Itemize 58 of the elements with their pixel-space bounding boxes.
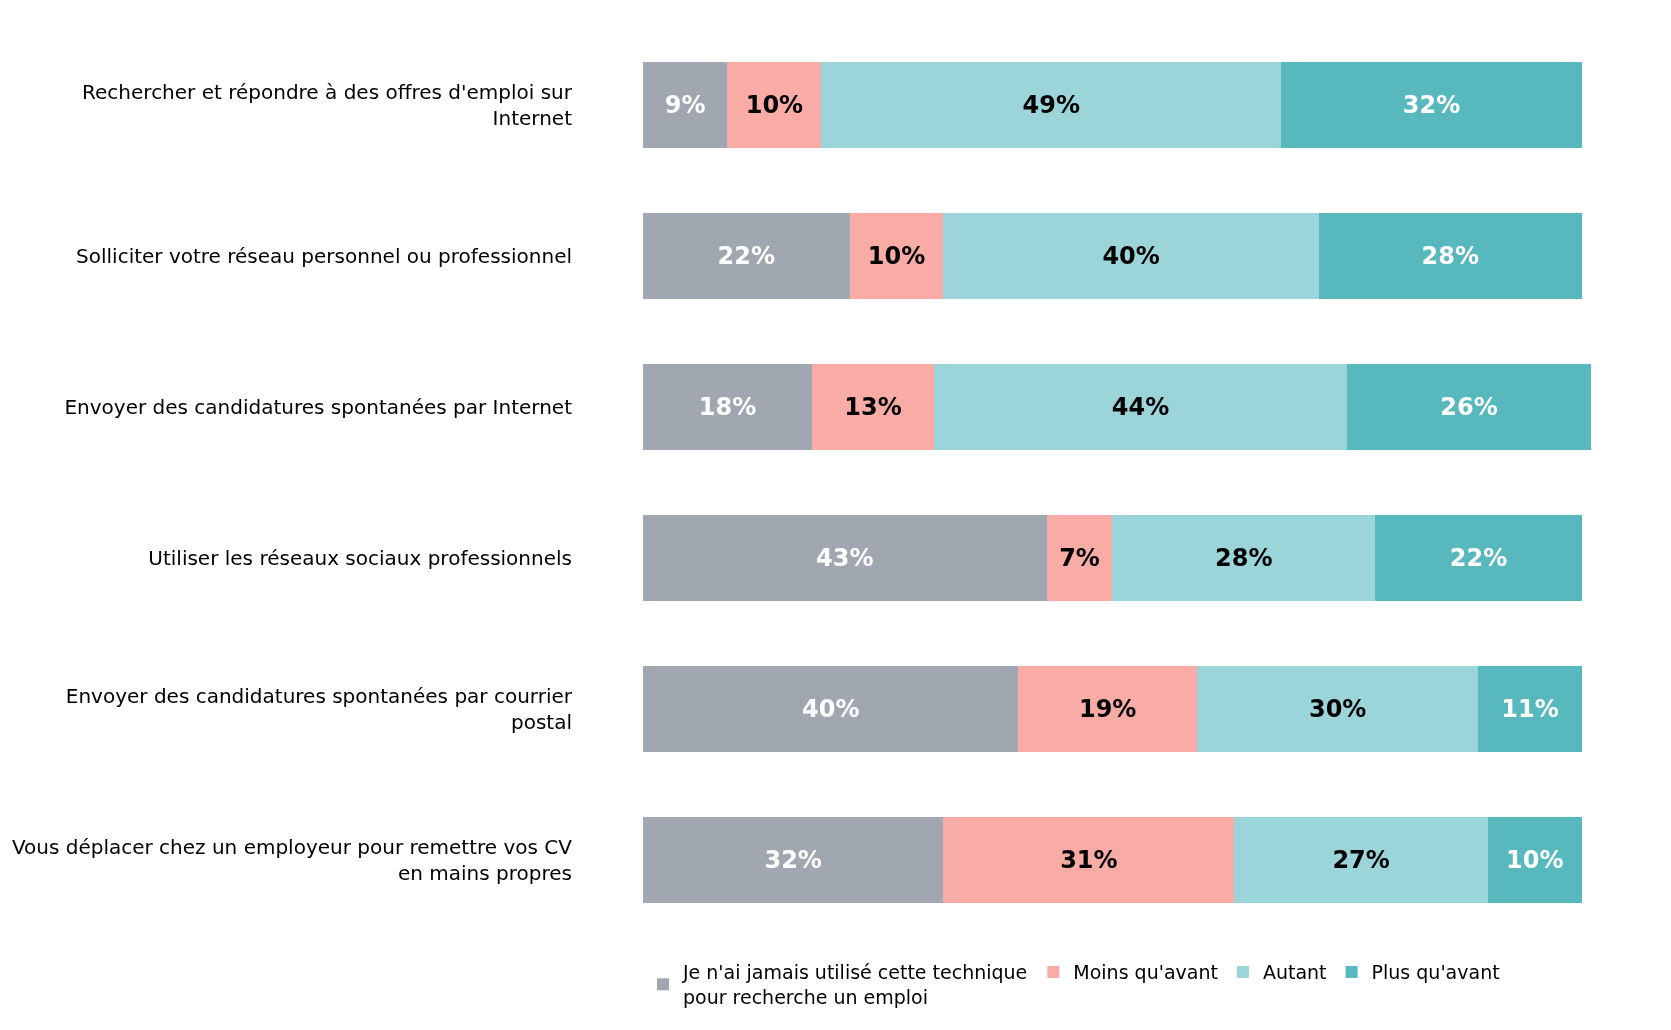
y-tick-label: Solliciter votre réseau personnel ou professionnel bbox=[76, 244, 572, 269]
bar bbox=[643, 816, 944, 903]
y-tick-label: Rechercher et répondre à des offres d'emploi sur Internet bbox=[82, 80, 573, 131]
bar bbox=[1196, 665, 1479, 752]
bar bbox=[811, 364, 934, 451]
bar bbox=[821, 62, 1282, 149]
y-tick-label: Utiliser les réseaux sociaux professionnels bbox=[148, 545, 572, 570]
bar bbox=[1487, 816, 1582, 903]
legend-label: Autant bbox=[1262, 961, 1327, 984]
data-label: 28% bbox=[1215, 543, 1273, 572]
bar bbox=[1318, 213, 1582, 300]
bar bbox=[943, 213, 1319, 300]
data-label: 11% bbox=[1501, 694, 1559, 723]
bar bbox=[943, 816, 1235, 903]
data-label: 26% bbox=[1440, 393, 1498, 422]
y-tick-label: Vous déplacer chez un employeur pour remettre vos CV en mains propres bbox=[11, 834, 573, 885]
data-label: 22% bbox=[1449, 543, 1508, 572]
data-label: 10% bbox=[1506, 845, 1564, 874]
data-label: 31% bbox=[1060, 845, 1118, 874]
y-tick-label: Envoyer des candidatures spontanées par Internet bbox=[64, 395, 573, 420]
y-tick-label: Envoyer des candidatures spontanées par courrier postal bbox=[65, 683, 573, 734]
bar bbox=[643, 514, 1047, 601]
data-label: 28% bbox=[1421, 242, 1480, 271]
bar bbox=[643, 364, 812, 451]
data-label: 49% bbox=[1022, 91, 1081, 120]
data-label: 19% bbox=[1078, 694, 1137, 723]
bar bbox=[1375, 514, 1582, 601]
bar bbox=[1018, 665, 1197, 752]
data-label: 10% bbox=[867, 242, 926, 271]
bar bbox=[727, 62, 822, 149]
bar bbox=[643, 62, 728, 149]
bar bbox=[643, 665, 1019, 752]
data-label: 9% bbox=[664, 91, 706, 120]
data-label: 44% bbox=[1111, 393, 1170, 422]
legend-label: Plus qu'avant bbox=[1371, 961, 1500, 984]
bar bbox=[1112, 514, 1376, 601]
data-label: 7% bbox=[1059, 543, 1100, 572]
bar bbox=[934, 364, 1348, 451]
bar bbox=[1281, 62, 1582, 149]
bar bbox=[1234, 816, 1488, 903]
data-label: 13% bbox=[844, 393, 902, 422]
bar bbox=[1347, 364, 1592, 451]
data-label: 40% bbox=[1102, 242, 1160, 271]
bar bbox=[1478, 665, 1582, 752]
data-label: 43% bbox=[816, 543, 874, 572]
data-label: 10% bbox=[745, 91, 804, 120]
bar bbox=[643, 213, 850, 300]
legend-label: Moins qu'avant bbox=[1073, 961, 1218, 984]
data-label: 18% bbox=[698, 393, 757, 422]
data-label: 32% bbox=[1402, 91, 1461, 120]
data-label: 27% bbox=[1332, 845, 1390, 874]
bar bbox=[1046, 514, 1113, 601]
data-label: 22% bbox=[717, 242, 775, 271]
data-label: 32% bbox=[764, 845, 822, 874]
legend-label: Je n'ai jamais utilisé cette technique pour recherche un emploi bbox=[682, 961, 1028, 1009]
data-label: 30% bbox=[1308, 694, 1367, 723]
data-label: 40% bbox=[802, 694, 860, 723]
bar bbox=[849, 213, 944, 300]
